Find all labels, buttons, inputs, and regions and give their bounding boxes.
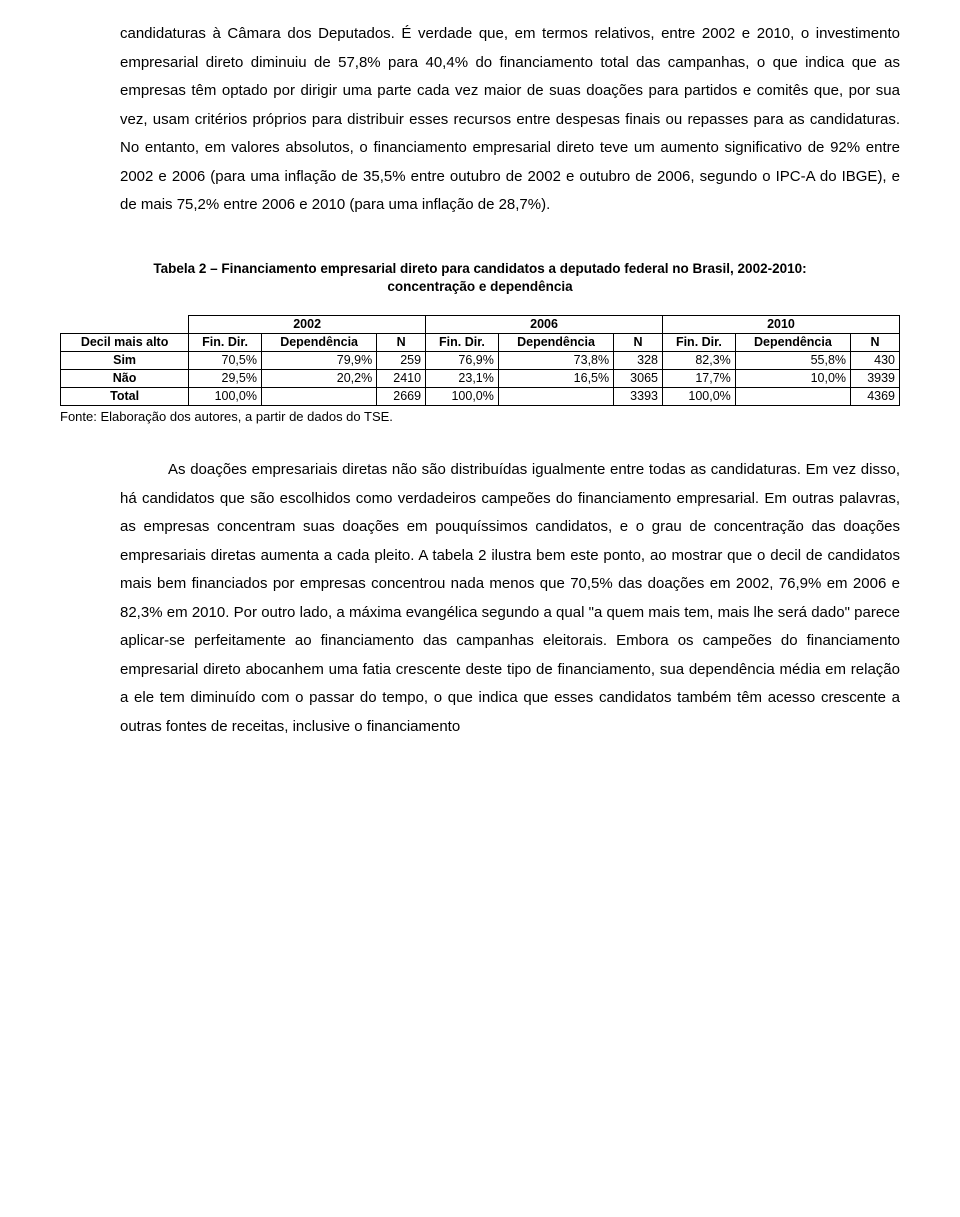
col-findir-2010: Fin. Dir. — [662, 334, 735, 352]
table-row: Sim 70,5% 79,9% 259 76,9% 73,8% 328 82,3… — [61, 352, 900, 370]
table-caption: Tabela 2 – Financiamento empresarial dir… — [120, 260, 840, 298]
col-dep-2010: Dependência — [735, 334, 850, 352]
row-label-total: Total — [61, 388, 189, 406]
rowheader-label: Decil mais alto — [61, 334, 189, 352]
col-dep-2006: Dependência — [498, 334, 613, 352]
table-header-sub: Decil mais alto Fin. Dir. Dependência N … — [61, 334, 900, 352]
table-row: Total 100,0% 2669 100,0% 3393 100,0% 436… — [61, 388, 900, 406]
col-n-2010: N — [851, 334, 900, 352]
col-findir-2006: Fin. Dir. — [426, 334, 499, 352]
year-2010: 2010 — [662, 316, 899, 334]
row-label-sim: Sim — [61, 352, 189, 370]
col-n-2002: N — [377, 334, 426, 352]
body-paragraph-1: candidaturas à Câmara dos Deputados. É v… — [120, 20, 900, 220]
year-2006: 2006 — [426, 316, 663, 334]
col-findir-2002: Fin. Dir. — [189, 334, 262, 352]
col-dep-2002: Dependência — [261, 334, 376, 352]
year-2002: 2002 — [189, 316, 426, 334]
data-table: 2002 2006 2010 Decil mais alto Fin. Dir.… — [60, 315, 900, 406]
table-header-years: 2002 2006 2010 — [61, 316, 900, 334]
table-source: Fonte: Elaboração dos autores, a partir … — [60, 408, 900, 426]
body-paragraph-2: As doações empresariais diretas não são … — [120, 456, 900, 741]
table-row: Não 29,5% 20,2% 2410 23,1% 16,5% 3065 17… — [61, 370, 900, 388]
row-label-nao: Não — [61, 370, 189, 388]
col-n-2006: N — [614, 334, 663, 352]
